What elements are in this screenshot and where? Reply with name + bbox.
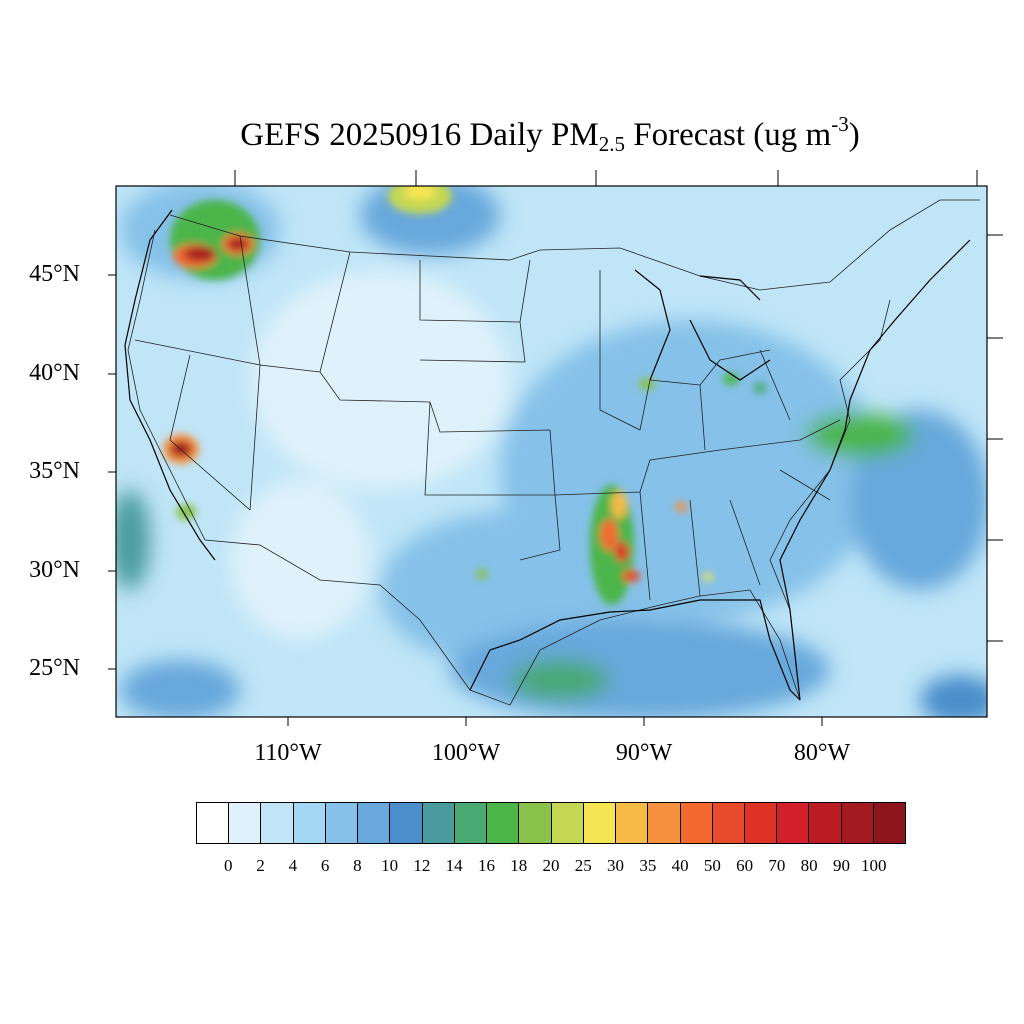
region-bahamas (920, 675, 987, 717)
region-midatlantic-green (805, 413, 915, 457)
colorbar-swatch (390, 803, 423, 843)
colorbar-label: 10 (381, 856, 399, 875)
colorbar-swatch (873, 803, 906, 843)
colorbar-label: 70 (768, 856, 786, 875)
hotspot-ohio (753, 383, 767, 393)
colorbar-swatch (712, 803, 745, 843)
lat-label-40: 40°N (29, 360, 80, 386)
hotspot-great-lakes-1 (639, 378, 655, 390)
colorbar-label: 14 (445, 856, 463, 875)
colorbar-label: 8 (353, 856, 362, 875)
colorbar-swatch (809, 803, 842, 843)
hotspot-texas (476, 569, 488, 579)
colorbar-label: 4 (288, 856, 298, 875)
hotspot-cascades-east-core (228, 238, 248, 250)
colorbar-swatch (325, 803, 359, 843)
region-plains-low (250, 270, 510, 490)
lat-label-45: 45°N (29, 261, 80, 287)
colorbar-swatch (454, 803, 488, 843)
colorbar-swatch (229, 803, 262, 843)
colorbar-swatch (841, 803, 874, 843)
colorbar-swatch (197, 803, 230, 843)
colorbar-swatch (680, 803, 713, 843)
lon-label-110w: 110°W (254, 740, 322, 766)
colorbar-label: 90 (832, 856, 850, 875)
colorbar-label: 6 (320, 856, 330, 875)
colorbar-swatch (358, 803, 391, 843)
hotspot-alabama (675, 502, 687, 512)
hotspot-cascades-west-core (184, 247, 216, 261)
colorbar-swatch (744, 803, 778, 843)
colorbar-label: 12 (413, 856, 431, 875)
hotspot-mississippi-north (611, 491, 627, 519)
hotspot-montana-core (404, 186, 436, 200)
lon-label-90w: 90°W (615, 740, 673, 766)
region-gulf (450, 620, 830, 717)
colorbar-swatch (648, 803, 681, 843)
coastline (124, 209, 971, 701)
colorbar-swatch (616, 803, 649, 843)
colorbar-label: 80 (800, 856, 818, 875)
colorbar-label: 50 (703, 856, 721, 875)
colorbar-label: 100 (860, 856, 887, 875)
map-frame (115, 185, 988, 718)
lat-label-30: 30°N (29, 557, 80, 583)
colorbar-label: 25 (574, 856, 592, 875)
colorbar-label: 20 (542, 856, 560, 875)
colorbar-label: 60 (736, 856, 754, 875)
hotspot-great-lakes-2 (723, 373, 739, 385)
colorbar-swatch (583, 803, 617, 843)
colorbar-swatch (422, 803, 455, 843)
region-gulf-coast-green (510, 660, 610, 700)
colorbar-label: 35 (639, 856, 657, 875)
colorbar-label: 16 (477, 856, 495, 875)
tick-marks (108, 170, 1003, 726)
map-title: GEFS 20250916 Daily PM2.5 Forecast (ug m… (240, 112, 860, 156)
hotspot-mississippi-south (615, 542, 629, 562)
colorbar-swatch (293, 803, 326, 843)
region-baja (116, 490, 150, 590)
hotspot-georgia (703, 573, 713, 581)
colorbar (196, 802, 906, 844)
region-southwest-low (230, 480, 370, 640)
colorbar-label: 18 (510, 856, 528, 875)
colorbar-label: 0 (224, 856, 233, 875)
lat-label-35: 35°N (29, 458, 80, 484)
state-boundaries (127, 199, 980, 706)
lat-label-25: 25°N (29, 655, 80, 681)
region-atlantic (850, 410, 987, 590)
colorbar-label: 30 (607, 856, 625, 875)
hotspot-mississippi-mid (600, 519, 618, 551)
lon-label-100w: 100°W (431, 740, 501, 766)
colorbar-swatch (551, 803, 584, 843)
colorbar-swatch (777, 803, 810, 843)
colorbar-swatch (487, 803, 520, 843)
colorbar-label: 2 (256, 856, 265, 875)
lon-label-80w: 80°W (793, 740, 851, 766)
colorbar-swatch (261, 803, 294, 843)
hotspot-louisiana (622, 570, 640, 582)
region-pacific-south (120, 660, 240, 717)
colorbar-swatch (519, 803, 552, 843)
colorbar-label: 40 (671, 856, 689, 875)
